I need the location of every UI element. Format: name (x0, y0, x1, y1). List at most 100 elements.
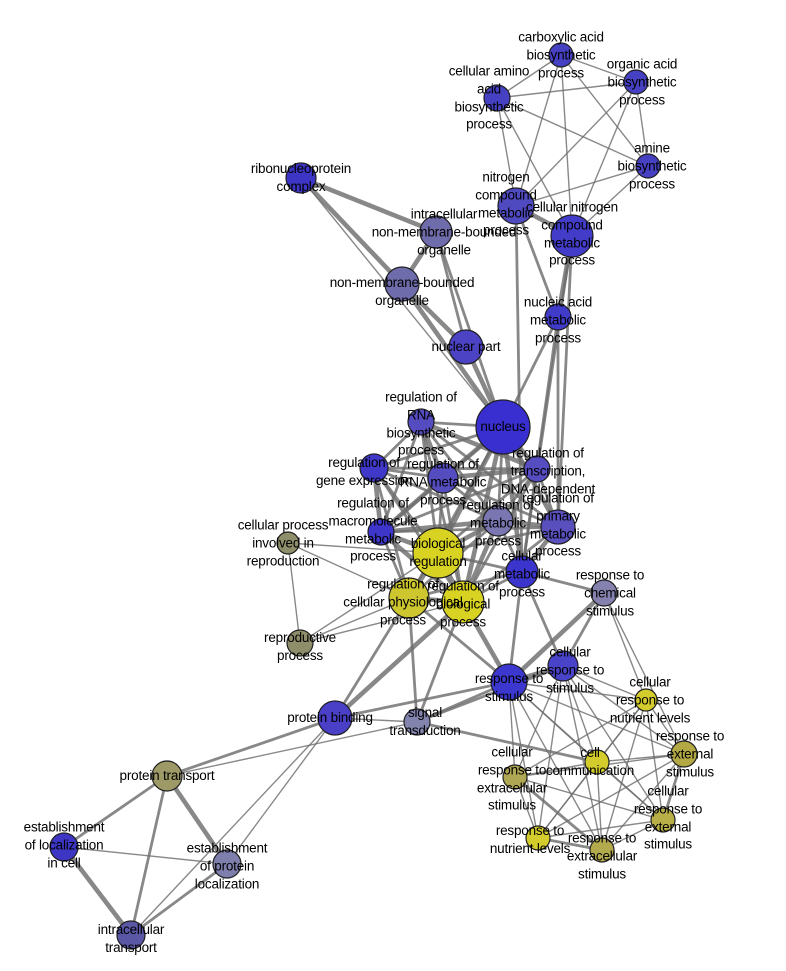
graph-edge (537, 819, 664, 839)
graph-node-cellular-response-to-external-stimulus[interactable] (650, 807, 676, 833)
graph-edge (515, 81, 637, 207)
graph-edge (537, 761, 598, 839)
graph-node-cellular-response-to-extracellular-stimulus[interactable] (502, 764, 528, 790)
graph-edge (419, 421, 500, 522)
graph-edge (166, 716, 336, 778)
graph-node-response-to-external-stimulus[interactable] (670, 740, 698, 768)
graph-edge (596, 761, 603, 851)
graph-edge (514, 665, 564, 778)
graph-edge (560, 54, 573, 237)
graph-edge (556, 235, 574, 528)
graph-node-nuclear-part[interactable] (448, 329, 484, 365)
graph-edge (287, 542, 410, 599)
graph-node-regulation-of-rna-biosynthetic-process[interactable] (407, 408, 435, 436)
graph-node-carboxylic-acid-biosynthetic-process[interactable] (548, 42, 574, 68)
graph-node-organic-acid-biosynthetic-process[interactable] (623, 69, 649, 95)
graph-node-reproductive-process[interactable] (286, 629, 314, 657)
graph-node-response-to-chemical-stimulus[interactable] (590, 579, 618, 607)
graph-node-response-to-extracellular-stimulus[interactable] (589, 837, 615, 863)
graph-edge (165, 774, 229, 866)
graph-edge (420, 419, 538, 472)
graph-edge (514, 775, 603, 852)
graph-node-regulation-of-primary-metabolic-process[interactable] (540, 509, 576, 545)
graph-edge (601, 699, 647, 851)
graph-edge (515, 165, 649, 207)
graph-node-establishment-of-protein-localization[interactable] (212, 849, 242, 879)
graph-edge (166, 721, 418, 777)
graph-edge (496, 97, 649, 167)
graph-edge (442, 466, 538, 481)
graph-node-regulation-of-cellular-physiological-process[interactable] (388, 577, 430, 619)
graph-node-cellular-metabolic-process[interactable] (505, 555, 539, 589)
graph-node-protein-binding[interactable] (317, 700, 353, 736)
graph-edge (130, 717, 336, 936)
graph-edge (442, 476, 559, 529)
graph-edge (514, 699, 647, 778)
graph-edge (300, 175, 437, 235)
graph-edge (635, 81, 649, 167)
graph-node-amine-biosynthetic-process[interactable] (635, 153, 661, 179)
graph-node-regulation-of-transcription-dna-dependent[interactable] (523, 455, 551, 483)
graph-edge (520, 571, 565, 667)
graph-edge (300, 177, 504, 428)
graph-edge (299, 552, 439, 644)
graph-node-cellular-amino-acid-biosynthetic-process[interactable] (483, 84, 511, 112)
graph-edge (515, 54, 562, 207)
graph-edge (287, 542, 301, 644)
graph-node-response-to-stimulus[interactable] (490, 663, 528, 701)
graph-edge (603, 592, 685, 755)
graph-edge (62, 845, 133, 937)
graph-edge (508, 681, 603, 851)
graph-edge (514, 776, 664, 821)
graph-edge (373, 466, 499, 523)
graph-edge (373, 466, 538, 471)
graph-edge (434, 231, 505, 428)
graph-edge (562, 665, 685, 755)
graph-edge (334, 680, 510, 720)
graph-edge (299, 601, 464, 644)
graph-node-intracellular-transport[interactable] (116, 920, 146, 950)
graph-node-regulation-of-metabolic-process[interactable] (482, 505, 514, 537)
graph-edge (63, 846, 228, 865)
graph-node-cellular-process-involved-in-reproduction[interactable] (276, 531, 300, 555)
graph-node-regulation-of-rna-metabolic-process[interactable] (427, 462, 459, 494)
graph-node-biological-regulation[interactable] (412, 527, 464, 579)
graph-node-cellular-response-to-nutrient-levels[interactable] (634, 688, 658, 712)
graph-edge (416, 664, 564, 724)
graph-node-establishment-of-localization-in-cell[interactable] (49, 832, 79, 862)
graph-edge (508, 681, 647, 701)
graph-node-signal-transduction[interactable] (403, 708, 431, 736)
graph-edge (63, 774, 168, 849)
graph-node-intracellular-non-membrane-bounded-organelle[interactable] (419, 215, 453, 249)
graph-edge (596, 761, 664, 821)
graph-edge (496, 81, 637, 99)
graph-edge (603, 592, 647, 701)
graph-node-regulation-of-gene-expression[interactable] (359, 453, 389, 483)
graph-edge (571, 81, 637, 237)
graph-edge (645, 699, 664, 821)
graph-edge (130, 862, 228, 937)
graph-edge (560, 54, 649, 167)
graph-node-nitrogen-compound-metabolic-process[interactable] (497, 187, 535, 225)
graph-node-cellular-response-to-stimulus[interactable] (547, 650, 579, 682)
graph-edge (372, 467, 465, 603)
graph-node-nucleic-acid-metabolic-process[interactable] (544, 303, 572, 331)
graph-node-cell-communication[interactable] (584, 749, 610, 775)
graph-edge (380, 525, 559, 534)
graph-edge (507, 591, 606, 684)
graph-edge (380, 467, 538, 534)
graph-edge (226, 717, 336, 865)
graph-node-protein-transport[interactable] (151, 760, 183, 792)
graph-node-cellular-nitrogen-compound-metabolic-process[interactable] (550, 214, 594, 258)
graph-node-non-membrane-bounded-organelle[interactable] (384, 266, 420, 302)
graph-node-nucleus[interactable] (475, 399, 531, 455)
graph-node-regulation-of-biological-process[interactable] (441, 580, 485, 624)
graph-edge (333, 600, 465, 720)
graph-node-ribonucleoprotein-complex[interactable] (285, 162, 317, 194)
graph-edge (508, 681, 539, 839)
graph-edge (562, 665, 598, 763)
graph-node-response-to-nutrient-levels[interactable] (525, 825, 551, 851)
graph-node-regulation-of-macromolecule-metabolic-process[interactable] (367, 518, 395, 546)
